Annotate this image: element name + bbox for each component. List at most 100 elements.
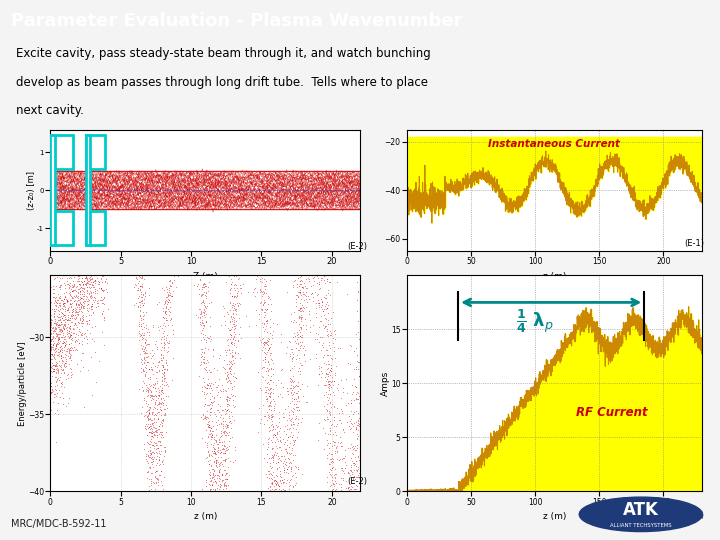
Point: [254, 271, 266, 280]
Point: [99, 271, 110, 280]
Point: [149, 403, 161, 412]
Point: [108, 271, 120, 280]
Point: [134, 271, 145, 280]
Point: [119, 271, 130, 280]
Point: [238, 271, 250, 280]
Point: [90, 271, 102, 280]
Point: [267, 411, 279, 420]
Point: [73, 310, 84, 319]
Point: [89, 289, 100, 298]
Point: [279, 487, 291, 496]
Point: [266, 487, 277, 496]
Point: [306, 288, 318, 297]
Point: [247, 271, 258, 280]
Point: [106, 271, 117, 280]
Point: [168, 271, 179, 280]
Point: [336, 487, 347, 496]
Point: [232, 271, 243, 280]
Point: [253, 314, 265, 323]
Point: [145, 469, 156, 477]
Point: [354, 358, 365, 367]
Point: [91, 271, 103, 280]
Point: [205, 271, 217, 280]
Point: [238, 271, 249, 280]
Point: [201, 475, 212, 484]
Point: [288, 377, 300, 386]
Point: [146, 392, 158, 401]
Point: [60, 271, 71, 280]
Point: [182, 271, 194, 280]
Bar: [86, 136, 105, 170]
Point: [139, 396, 150, 404]
Point: [292, 271, 303, 280]
Point: [266, 436, 277, 445]
Point: [57, 365, 68, 374]
Point: [58, 339, 69, 347]
Point: [123, 271, 135, 280]
Point: [104, 271, 116, 280]
Point: [84, 271, 95, 280]
Point: [282, 487, 294, 496]
Point: [240, 271, 251, 280]
Point: [189, 281, 200, 289]
Point: [269, 487, 280, 496]
Point: [60, 359, 72, 368]
Point: [45, 336, 57, 345]
Point: [300, 271, 311, 280]
Point: [247, 271, 258, 280]
Point: [215, 487, 227, 496]
Point: [55, 280, 66, 289]
Point: [61, 276, 73, 285]
Point: [319, 271, 330, 280]
Point: [291, 421, 302, 429]
Point: [77, 271, 89, 280]
Point: [324, 271, 336, 280]
Point: [161, 380, 173, 388]
Point: [134, 271, 145, 280]
Point: [209, 487, 220, 496]
Point: [256, 345, 268, 354]
Point: [155, 405, 166, 414]
Point: [59, 271, 71, 280]
Point: [245, 271, 256, 280]
Point: [292, 393, 304, 401]
Point: [173, 271, 184, 280]
Point: [325, 487, 336, 496]
Point: [96, 271, 107, 280]
Point: [215, 321, 227, 330]
Point: [317, 271, 328, 280]
Point: [50, 327, 61, 336]
Point: [59, 314, 71, 323]
Point: [337, 487, 348, 496]
Point: [324, 389, 336, 398]
Point: [329, 487, 341, 496]
Point: [330, 487, 342, 496]
Point: [222, 309, 234, 318]
Point: [135, 367, 147, 376]
Point: [249, 271, 261, 280]
Point: [347, 427, 359, 436]
Point: [89, 296, 101, 305]
Point: [97, 271, 109, 280]
Point: [174, 271, 185, 280]
Point: [73, 289, 84, 298]
Point: [274, 423, 286, 432]
Point: [225, 365, 237, 374]
Point: [58, 321, 69, 329]
Point: [104, 271, 116, 280]
Point: [348, 408, 360, 416]
Point: [81, 293, 93, 301]
Point: [199, 310, 210, 319]
Point: [324, 376, 336, 385]
Point: [229, 292, 240, 300]
Point: [76, 340, 88, 349]
Point: [120, 271, 132, 280]
Point: [145, 447, 156, 455]
Point: [302, 271, 313, 280]
Point: [197, 387, 208, 395]
Point: [302, 271, 314, 280]
Point: [343, 487, 355, 496]
Point: [96, 271, 108, 280]
Point: [113, 271, 125, 280]
Point: [104, 271, 115, 280]
